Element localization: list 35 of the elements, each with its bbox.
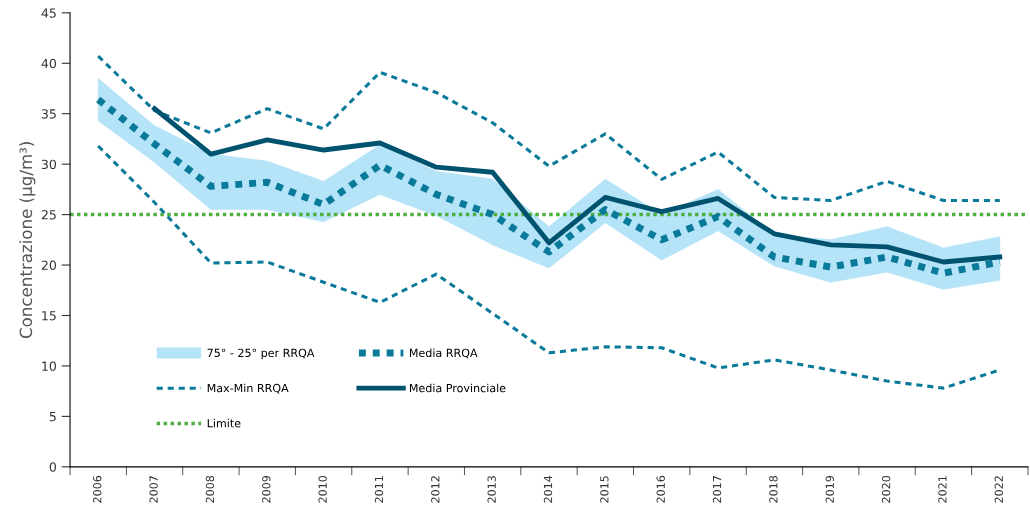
x-tick-label: 2006 — [93, 475, 102, 503]
x-tick-label: 2016 — [656, 475, 665, 503]
y-tick-label: 30 — [41, 159, 57, 170]
x-tick-label: 2007 — [149, 476, 158, 503]
y-tick-label: 35 — [41, 109, 56, 119]
annotation: 75° - 25° per RRQA — [207, 348, 315, 360]
x-tick-label: 2011 — [374, 476, 384, 503]
line-series — [96, 54, 1002, 203]
y-tick-label: 0 — [49, 462, 57, 472]
x-tick-label: 2010 — [318, 475, 327, 503]
legend-label: Media RRQA — [409, 348, 478, 359]
y-tick-label: 15 — [42, 311, 56, 321]
x-tick-label: 2017 — [712, 476, 722, 503]
x-tick-label: 2009 — [262, 475, 271, 503]
x-tick-label: 2018 — [769, 475, 778, 503]
y-axis-title: Concentrazione (µg/m³) — [19, 142, 36, 339]
y-tick-label: 40 — [41, 58, 57, 69]
x-tick-label: 2022 — [994, 476, 1003, 503]
y-tick-label: 10 — [42, 361, 57, 371]
y-tick-label: 20 — [41, 260, 57, 270]
y-tick-label: 5 — [49, 412, 56, 422]
y-tick-label: 45 — [41, 8, 56, 18]
x-tick-label: 2019 — [825, 475, 834, 503]
x-tick-label: 2014 — [543, 475, 553, 503]
legend-label: Media Provinciale — [409, 383, 506, 393]
x-tick-label: 2012 — [431, 476, 440, 503]
x-tick-label: 2015 — [600, 476, 609, 503]
x-tick-label: 2021 — [938, 476, 947, 503]
x-tick-label: 2013 — [487, 476, 496, 503]
x-tick-label: 2020 — [881, 475, 891, 503]
legend-label: Limite — [207, 418, 241, 428]
line-series — [152, 106, 1003, 265]
y-tick-label: 25 — [41, 210, 56, 220]
x-tick-label: 2008 — [205, 475, 215, 503]
legend-label: Max-Min RRQA — [207, 383, 289, 394]
